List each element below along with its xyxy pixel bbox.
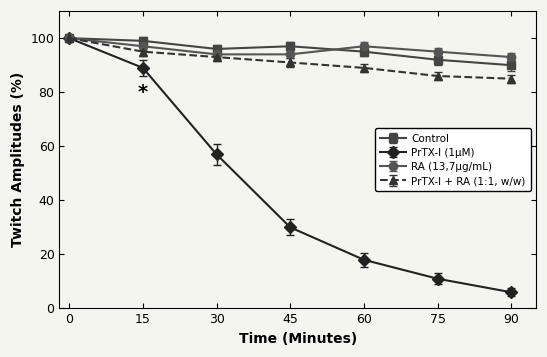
- Text: *: *: [138, 83, 148, 102]
- X-axis label: Time (Minutes): Time (Minutes): [238, 332, 357, 346]
- Legend: Control, PrTX-I (1μM), RA (13,7μg/mL), PrTX-I + RA (1:1, w/w): Control, PrTX-I (1μM), RA (13,7μg/mL), P…: [375, 128, 531, 191]
- Y-axis label: Twitch Amplitudes (%): Twitch Amplitudes (%): [11, 72, 25, 247]
